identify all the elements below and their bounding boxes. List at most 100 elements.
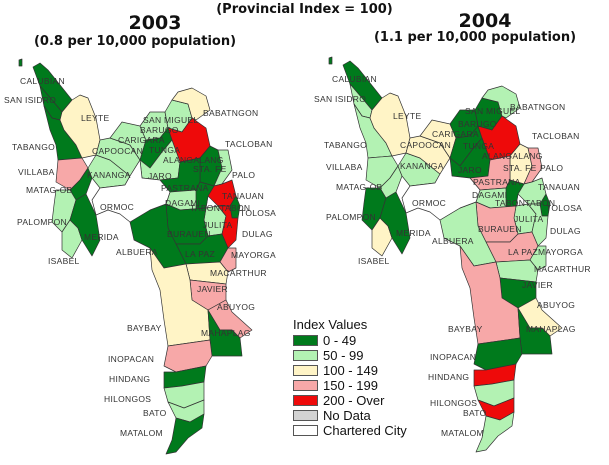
label-dulag: DULAG [550,226,581,236]
legend-title: Index Values [293,317,368,332]
label-burauen: BURAUEN [167,229,211,239]
muni-ormoc [91,159,171,223]
label-capoocan: CAPOOCAN [400,140,451,150]
legend-item: No Data [293,408,407,423]
label-abuyog: ABUYOG [537,300,575,310]
label-hilongos: HILONGOS [430,398,477,408]
muni-matalom [475,411,515,453]
label-san-miguel: SAN MIGUEL [465,106,520,116]
label-tunga: TUNGA [149,145,180,155]
label-tabango: TABANGO [324,140,367,150]
label-dagami: DAGAMI [165,198,200,208]
label-mahaplag: MAHAPLAG [201,328,251,338]
label-villaba: VILLABA [18,167,55,177]
label-abuyog: ABUYOG [217,302,255,312]
map-subtitle: (Provincial Index = 100) [216,2,393,17]
label-dulag: DULAG [242,229,273,239]
label-inopacan: INOPACAN [430,352,476,362]
legend-item: 0 - 49 [293,333,407,348]
label-ormoc: ORMOC [100,202,134,212]
legend-label: No Data [323,408,371,423]
label-dagami: DAGAMI [472,190,507,200]
label-palompon: PALOMPON [326,212,376,222]
label-matag-ob: MATAG-OB [26,185,73,195]
label-mayorga: MAYORGA [538,247,583,257]
legend-swatch [293,335,318,346]
label-macarthur: MACARTHUR [534,264,591,274]
label-baybay: BAYBAY [448,324,483,334]
label-tabontabon: TABONTABON [190,203,250,213]
label-san-miguel: SAN MIGUEL [143,115,198,125]
legend-swatch [293,395,318,406]
label-pastrana: PASTRANA [473,177,521,187]
legend-label: 50 - 99 [323,348,364,363]
label-albuera: ALBUERA [432,236,474,246]
label-bato: BATO [143,408,167,418]
label-baybay: BAYBAY [127,323,162,333]
label-tacloban: TACLOBAN [532,131,580,141]
label-pastrana: PASTRANA [161,183,209,193]
legend-label: 100 - 149 [323,363,378,378]
muni-ormoc [401,157,481,221]
label-inopacan: INOPACAN [108,354,154,364]
label-javier: JAVIER [522,280,553,290]
legend-label: 0 - 49 [323,333,357,348]
islet [328,56,333,65]
label-leyte: LEYTE [81,113,109,123]
legend-swatch [293,365,318,376]
label-carigara: CARIGARA [432,129,479,139]
label-la-paz: LA PAZ [508,247,538,257]
legend-item: 50 - 99 [293,348,407,363]
label-sta-fe: STA. FE [503,163,537,173]
legend-swatch [293,350,318,361]
label-isabel: ISABEL [48,256,80,266]
label-matalom: MATALOM [120,428,163,438]
label-tabontabon: TABONTABON [495,198,555,208]
label-tanauan: TANAUAN [538,182,580,192]
label-alangalang: ALANGALANG [482,151,543,161]
islet [18,58,23,67]
label-julita: JULITA [514,214,544,224]
label-leyte: LEYTE [393,111,421,121]
label-mahaplag: MAHAPLAG [526,324,576,334]
label-javier: JAVIER [197,284,228,294]
legend-swatch [293,425,318,436]
legend-item: 150 - 199 [293,378,407,393]
map-2003-year: 2003 [128,12,182,34]
label-la-paz: LA PAZ [185,249,215,259]
label-kananga: KANANGA [87,170,131,180]
muni-dulag [217,205,239,249]
label-calubian: CALUBIAN [332,74,377,84]
label-palompon: PALOMPON [17,217,67,227]
label-matalom: MATALOM [441,428,484,438]
legend: Index Values 0 - 49 50 - 99 100 - 149 15… [293,317,407,438]
label-julita: JULITA [203,220,233,230]
map-2004-rate: (1.1 per 10,000 population) [373,30,577,45]
muni-dulag [527,203,549,247]
label-carigara: CARIGARA [118,135,165,145]
label-hindang: HINDANG [428,372,469,382]
legend-item: 100 - 149 [293,363,407,378]
label-capoocan: CAPOOCAN [92,146,143,156]
legend-label: Chartered City [323,423,407,438]
label-macarthur: MACARTHUR [210,268,267,278]
label-matag-ob: MATAG-OB [336,182,383,192]
label-albuera: ALBUERA [116,247,158,257]
label-palo: PALO [232,170,255,180]
map-2003-rate: (0.8 per 10,000 population) [33,34,237,49]
label-babatngon: BABATNGON [203,108,258,118]
muni-merida [69,193,101,257]
muni-matalom [165,413,205,455]
label-isabel: ISABEL [358,256,390,266]
legend-label: 150 - 199 [323,378,378,393]
label-bato: BATO [463,408,487,418]
label-barugo: BARUGO [140,125,179,135]
legend-swatch [293,410,318,421]
label-barugo: BARUGO [458,119,497,129]
label-mayorga: MAYORGA [231,250,276,260]
label-ormoc: ORMOC [412,198,446,208]
label-hindang: HINDANG [109,374,150,384]
label-calubian: CALUBIAN [20,76,65,86]
legend-label: 200 - Over [323,393,385,408]
label-hilongos: HILONGOS [104,394,151,404]
